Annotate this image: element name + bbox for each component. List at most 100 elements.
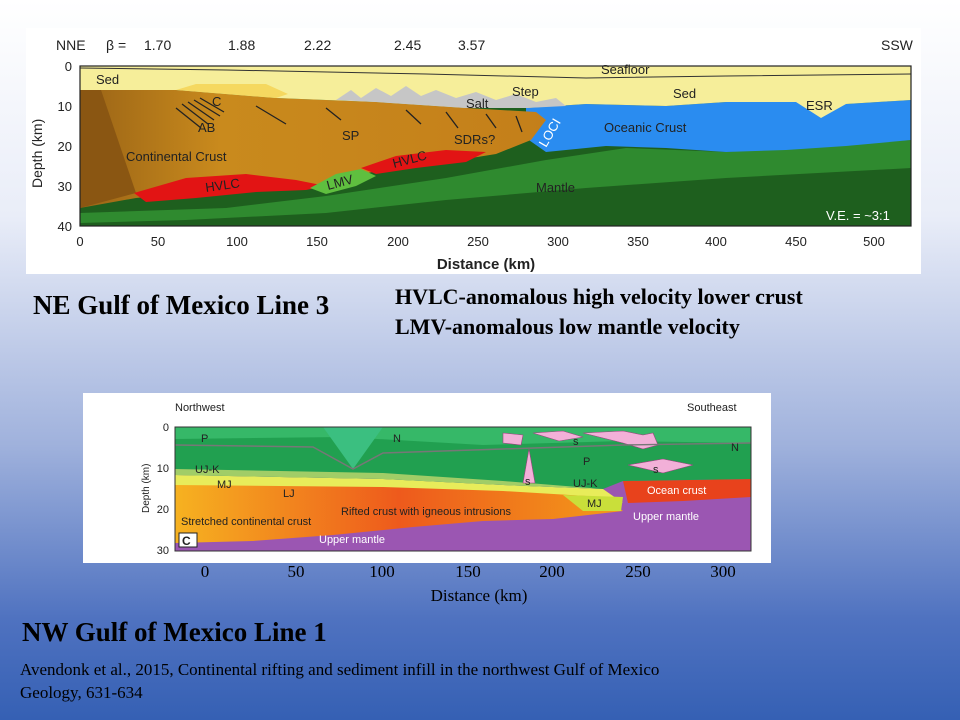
- x-tick: 200: [539, 562, 565, 581]
- x-tick: 150: [455, 562, 481, 581]
- direction-left: NNE: [56, 37, 86, 53]
- x-tick: 350: [627, 234, 649, 249]
- ne-gulf-line3-figure: NNE β = 1.70 1.88 2.22 2.45 3.57 SSW 0 1…: [26, 28, 921, 274]
- plot-frame: [79, 65, 912, 227]
- mj-right-region: [563, 495, 623, 511]
- direction-right: Southeast: [687, 402, 737, 414]
- x-tick: 200: [387, 234, 409, 249]
- label-mj-right: MJ: [587, 498, 602, 510]
- label-ve: V.E. = ~3:1: [826, 208, 890, 223]
- label-sdrs: SDRs?: [454, 132, 495, 147]
- seabed-line: [174, 442, 752, 470]
- beta-value: 1.88: [228, 37, 255, 53]
- label-ocean-crust: Ocean crust: [647, 485, 706, 497]
- y-tick: 10: [58, 99, 72, 114]
- direction-right: SSW: [881, 37, 914, 53]
- label-ab: AB: [198, 120, 215, 135]
- fault-lines: [175, 97, 523, 133]
- x-tick: 500: [863, 234, 885, 249]
- nw-gulf-cross-section: Northwest Southeast 0 10 20 30 Depth (km…: [141, 402, 752, 557]
- x-tick: 300: [710, 562, 736, 581]
- x-tick: 0: [76, 234, 83, 249]
- x-tick: 300: [547, 234, 569, 249]
- label-continental-crust: Continental Crust: [126, 149, 227, 164]
- x-axis-label-bottom: Distance (km): [430, 586, 528, 605]
- lmv-note: LMV-anomalous low mantle velocity: [395, 314, 740, 339]
- channel-region: [323, 427, 383, 469]
- figure1-title: NE Gulf of Mexico Line 3: [33, 290, 330, 320]
- plot-frame: [174, 426, 752, 552]
- label-n-right: N: [731, 442, 739, 454]
- label-stretched-crust: Stretched continental crust: [181, 516, 311, 528]
- label-c: C: [212, 94, 221, 109]
- beta-value: 3.57: [458, 37, 485, 53]
- label-hvlc-left: HVLC: [204, 175, 240, 195]
- label-upper-mantle-left: Upper mantle: [319, 534, 385, 546]
- label-oceanic-crust: Oceanic Crust: [604, 120, 687, 135]
- x-tick: 400: [705, 234, 727, 249]
- c-unit-region: [176, 84, 288, 98]
- label-n-mid: N: [393, 433, 401, 445]
- panel-letter-box: [178, 532, 198, 548]
- y-tick: 30: [157, 545, 169, 557]
- label-mj-left: MJ: [217, 479, 232, 491]
- hvlc-mid-region: [361, 150, 486, 174]
- x-tick: 0: [200, 562, 210, 581]
- beta-value: 1.70: [144, 37, 171, 53]
- y-tick: 0: [65, 59, 72, 74]
- x-axis-label: Distance (km): [437, 256, 535, 273]
- label-seafloor: Seafloor: [601, 62, 650, 77]
- dotted-zone: [175, 469, 603, 489]
- y-tick: 20: [157, 504, 169, 516]
- lmv-region: [310, 169, 376, 194]
- panel-letter: C: [182, 534, 191, 548]
- citation-line1: Avendonk et al., 2015, Continental rifti…: [20, 660, 660, 679]
- region-labels: P N s N P s UJ-K MJ LJ s UJ-K MJ Ocean c…: [181, 433, 739, 546]
- y-axis-label: Depth (km): [141, 464, 152, 513]
- salt-bodies: [502, 430, 694, 484]
- hvlc-note: HVLC-anomalous high velocity lower crust: [395, 284, 803, 309]
- label-salt: Salt: [466, 96, 489, 111]
- x-tick-labels: 0 50 100 150 200 250 300 350 400 450 500: [76, 234, 884, 249]
- region-labels: Sed Seafloor Sed C Salt Step AB SP SDRs?…: [96, 62, 890, 223]
- label-ujk-left: UJ-K: [195, 464, 220, 476]
- y-tick: 10: [157, 463, 169, 475]
- mj-band: [175, 475, 623, 503]
- label-mantle: Mantle: [536, 180, 575, 195]
- y-tick: 40: [58, 219, 72, 234]
- label-step: Step: [512, 84, 539, 99]
- direction-left: Northwest: [175, 402, 225, 414]
- label-sed-right: Sed: [673, 86, 696, 101]
- label-lj: LJ: [283, 488, 295, 500]
- beta-label: β =: [106, 37, 126, 53]
- x-tick: 450: [785, 234, 807, 249]
- figure2-title: NW Gulf of Mexico Line 1: [22, 617, 327, 647]
- x-tick: 50: [287, 562, 305, 581]
- salt-region: [336, 86, 566, 108]
- label-upper-mantle-right: Upper mantle: [633, 511, 699, 523]
- beta-value: 2.22: [304, 37, 331, 53]
- citation-line2: Geology, 631-634: [20, 683, 143, 702]
- y-tick-labels: 0 10 20 30 40: [58, 59, 72, 234]
- rifted-crust-region: [175, 483, 623, 543]
- oceanic-crust-region: [526, 100, 911, 152]
- label-s-right: s: [653, 464, 659, 476]
- y-tick: 20: [58, 139, 72, 154]
- y-tick-labels: 0 10 20 30: [157, 422, 169, 557]
- label-ujk-right: UJ-K: [573, 478, 598, 490]
- x-tick: 250: [467, 234, 489, 249]
- x-tick: 150: [306, 234, 328, 249]
- nw-gulf-line1-figure: Northwest Southeast 0 10 20 30 Depth (km…: [83, 393, 771, 563]
- label-p-right: P: [583, 456, 590, 468]
- label-p-left: P: [201, 433, 208, 445]
- label-esr: ESR: [806, 98, 833, 113]
- beta-value: 2.45: [394, 37, 421, 53]
- y-tick: 30: [58, 179, 72, 194]
- x-tick: 50: [151, 234, 165, 249]
- sediment-region: [80, 66, 911, 118]
- label-s-diapir: s: [525, 476, 531, 488]
- y-axis-label: Depth (km): [29, 119, 45, 188]
- label-lmv: LMV: [325, 171, 355, 192]
- seafloor-line: [79, 67, 912, 79]
- label-sp: SP: [342, 128, 359, 143]
